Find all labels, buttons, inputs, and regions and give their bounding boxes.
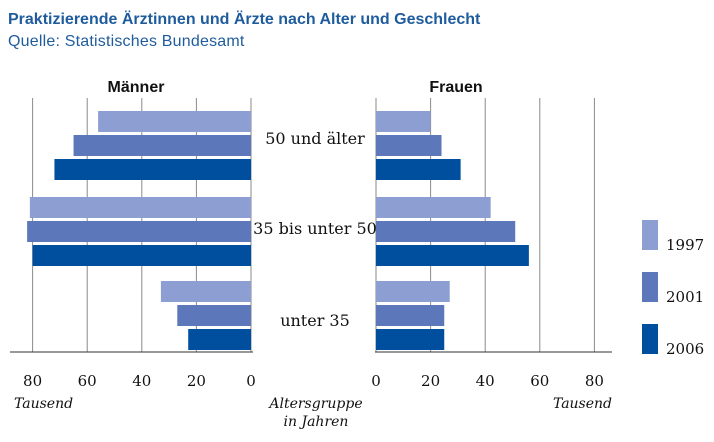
category-label-under-35: unter 35	[280, 311, 350, 330]
bar-right-2001-cat0	[376, 135, 442, 156]
ticks-right: 0 20 40 60 80	[371, 372, 604, 390]
tick-label-right-40: 40	[476, 372, 495, 390]
bar-right-2001-cat2	[376, 305, 445, 326]
bar-left-1997-cat1	[29, 197, 252, 218]
bar-right-1997-cat1	[376, 197, 491, 218]
center-axis-label-line1: Altersgruppe	[267, 396, 362, 412]
legend-swatch-2006	[642, 324, 658, 354]
legend: 1997 2001 2006	[642, 220, 704, 358]
bar-right-2001-cat1	[376, 221, 516, 242]
category-label-35-50: 35 bis unter 50	[253, 219, 377, 238]
chart-title: Praktizierende Ärztinnen und Ärzte nach …	[8, 10, 481, 28]
bar-left-1997-cat0	[98, 111, 252, 132]
panel-title-maenner: Männer	[108, 79, 165, 96]
bar-left-2006-cat1	[32, 245, 251, 266]
tick-label-left-60: 60	[78, 372, 97, 390]
bar-left-2006-cat0	[54, 159, 251, 180]
bar-right-1997-cat0	[376, 111, 431, 132]
bar-left-1997-cat2	[160, 281, 251, 302]
legend-swatch-1997	[642, 220, 658, 250]
legend-label-1997: 1997	[666, 236, 704, 254]
tick-label-left-40: 40	[132, 372, 151, 390]
tick-label-right-0: 0	[371, 372, 381, 390]
unit-label-right: Tausend	[553, 396, 612, 412]
tick-label-left-20: 20	[187, 372, 206, 390]
bars	[27, 111, 529, 350]
chart-subtitle: Quelle: Statistisches Bundesamt	[8, 33, 245, 50]
tick-label-left-0: 0	[246, 372, 256, 390]
bar-right-2006-cat2	[376, 329, 445, 350]
category-label-50-plus: 50 und älter	[265, 129, 365, 148]
ticks-left: 80 60 40 20 0	[23, 372, 256, 390]
tick-label-left-80: 80	[23, 372, 42, 390]
bar-left-2001-cat1	[27, 221, 251, 242]
tick-label-right-60: 60	[530, 372, 549, 390]
panel-title-frauen: Frauen	[429, 79, 482, 96]
bar-right-2006-cat0	[376, 159, 461, 180]
legend-swatch-2001	[642, 272, 658, 302]
bar-right-1997-cat2	[376, 281, 450, 302]
bar-left-2001-cat2	[177, 305, 251, 326]
unit-label-left: Tausend	[14, 396, 73, 412]
tick-label-right-80: 80	[585, 372, 604, 390]
bar-left-2006-cat2	[188, 329, 251, 350]
bar-right-2006-cat1	[376, 245, 529, 266]
bar-left-2001-cat0	[73, 135, 251, 156]
legend-label-2001: 2001	[666, 288, 704, 306]
legend-label-2006: 2006	[666, 340, 704, 358]
tick-label-right-20: 20	[421, 372, 440, 390]
center-axis-label-line2: in Jahren	[284, 414, 349, 430]
